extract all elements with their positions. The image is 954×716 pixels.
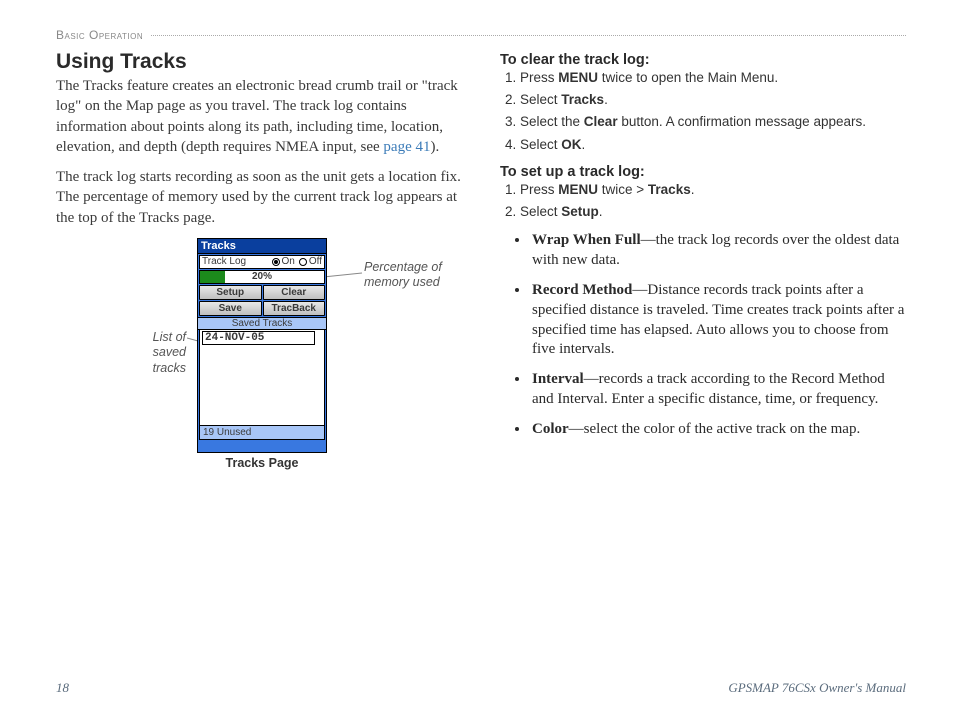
step-item: Select the Clear button. A confirmation …	[520, 113, 906, 131]
radio-dot-on-icon	[272, 258, 280, 266]
page-crossref-link[interactable]: page 41	[383, 139, 430, 155]
step-item: Select Setup.	[520, 203, 906, 221]
content-columns: Using Tracks The Tracks feature creates …	[56, 50, 906, 488]
manual-title: GPSMAP 76CSx Owner's Manual	[728, 680, 906, 696]
device-setup-button[interactable]: Setup	[199, 285, 262, 300]
header-section-label: Basic Operation	[56, 28, 143, 42]
howto-clear-heading: To clear the track log:	[500, 52, 906, 68]
step-item: Press MENU twice to open the Main Menu.	[520, 69, 906, 87]
intro-paragraph-1: The Tracks feature creates an electronic…	[56, 76, 462, 157]
section-heading: Using Tracks	[56, 50, 462, 74]
callout-percentage: Percentage of memory used	[364, 260, 444, 291]
tracklog-row: Track Log On Off	[199, 255, 325, 269]
running-header: Basic Operation	[56, 28, 906, 42]
radio-dot-off-icon	[299, 258, 307, 266]
manual-page: Basic Operation Using Tracks The Tracks …	[0, 0, 954, 716]
step-item: Select OK.	[520, 136, 906, 154]
device-save-button[interactable]: Save	[199, 301, 262, 316]
setup-options-list: Wrap When Full—the track log records ove…	[530, 231, 906, 439]
page-number: 18	[56, 680, 69, 696]
step-item: Press MENU twice > Tracks.	[520, 181, 906, 199]
device-screen: Tracks Track Log On Off 20% Setup	[197, 238, 327, 453]
device-tracback-button[interactable]: TracBack	[263, 301, 326, 316]
option-item: Record Method—Distance records track poi…	[530, 281, 906, 360]
clear-steps: Press MENU twice to open the Main Menu. S…	[520, 69, 906, 154]
setup-steps: Press MENU twice > Tracks. Select Setup.	[520, 181, 906, 221]
left-column: Using Tracks The Tracks feature creates …	[56, 50, 462, 488]
device-clear-button[interactable]: Clear	[263, 285, 326, 300]
option-item: Color—select the color of the active tra…	[530, 420, 906, 440]
intro-paragraph-2: The track log starts recording as soon a…	[56, 167, 462, 228]
howto-setup-heading: To set up a track log:	[500, 164, 906, 180]
right-column: To clear the track log: Press MENU twice…	[500, 50, 906, 488]
option-item: Wrap When Full—the track log records ove…	[530, 231, 906, 271]
header-rule	[151, 35, 906, 36]
step-item: Select Tracks.	[520, 91, 906, 109]
memory-progress: 20%	[199, 270, 325, 284]
callout-saved-list: List of saved tracks	[131, 330, 186, 377]
page-footer: 18 GPSMAP 76CSx Owner's Manual	[56, 680, 906, 696]
unused-count: 19 Unused	[199, 426, 325, 440]
device-titlebar: Tracks	[198, 239, 326, 254]
memory-percent-label: 20%	[200, 271, 324, 282]
saved-track-item[interactable]: 24-NOV-05	[202, 331, 315, 345]
saved-tracks-header: Saved Tracks	[198, 317, 326, 330]
radio-on[interactable]: On	[272, 256, 295, 267]
figure-caption: Tracks Page	[197, 456, 327, 470]
radio-off[interactable]: Off	[299, 256, 322, 267]
tracklog-label: Track Log	[202, 256, 246, 267]
option-item: Interval—records a track according to th…	[530, 370, 906, 410]
saved-tracks-list[interactable]: 24-NOV-05	[199, 330, 325, 426]
tracks-page-figure: Percentage of memory used List of saved …	[69, 238, 449, 488]
p1-text-b: ).	[431, 139, 440, 155]
